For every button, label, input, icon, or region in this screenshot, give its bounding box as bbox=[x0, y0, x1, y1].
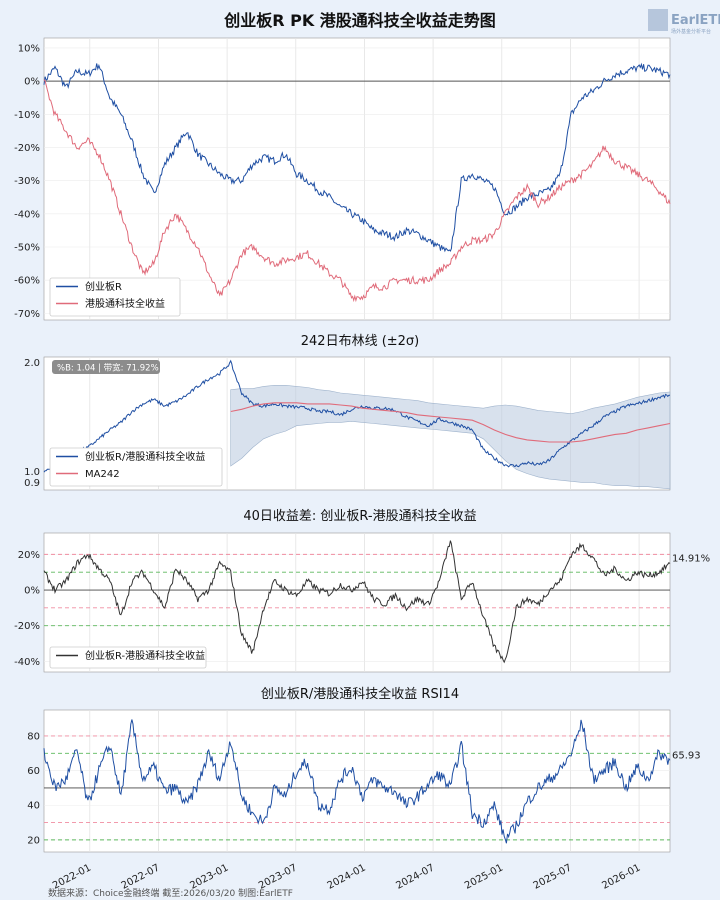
y-tick-label: 20 bbox=[27, 835, 40, 846]
panel3-title: 40日收益差: 创业板R-港股通科技全收益 bbox=[243, 508, 476, 524]
x-tick-label: 2025-07 bbox=[532, 862, 574, 891]
legend-box bbox=[49, 646, 207, 669]
x-tick-label: 2023-01 bbox=[188, 862, 230, 891]
y-tick-label: -10% bbox=[14, 110, 40, 121]
y-tick-label: -60% bbox=[14, 276, 40, 287]
legend-label: 创业板R bbox=[85, 280, 122, 293]
y-tick-label: -40% bbox=[14, 209, 40, 220]
main-title: 创业板R PK 港股通科技全收益走势图 bbox=[223, 11, 496, 30]
y-tick-label: 0.9 bbox=[24, 478, 40, 489]
y-tick-label: 0% bbox=[24, 77, 40, 88]
earletf-logo: EarlETF 场外基金分析平台 bbox=[648, 9, 720, 35]
panel4-title: 创业板R/港股通科技全收益 RSI14 bbox=[261, 686, 459, 702]
logo-brand: EarlETF bbox=[671, 13, 720, 28]
y-tick-label: 2.0 bbox=[24, 358, 40, 369]
last-value-label: 65.93 bbox=[672, 750, 701, 761]
y-tick-label: 0% bbox=[24, 586, 40, 597]
panel-rsi: 80 60 40 20 65.93 bbox=[27, 709, 701, 853]
x-tick-label: 2026-01 bbox=[600, 862, 642, 891]
series-line-blue bbox=[43, 719, 671, 844]
annotation-text: %B: 1.04 | 带宽: 71.92% bbox=[57, 363, 159, 374]
series-line-red bbox=[43, 79, 671, 303]
annotation-box bbox=[52, 360, 160, 374]
series-line-blue bbox=[43, 62, 671, 253]
source-note: 数据来源：Choice金融终端 截至:2026/03/20 制图:EarlETF bbox=[48, 887, 293, 899]
x-tick-label: 2024-01 bbox=[326, 862, 368, 891]
last-value-label: 14.91% bbox=[672, 553, 710, 564]
y-tick-label: -50% bbox=[14, 243, 40, 254]
x-tick-label: 2025-01 bbox=[463, 862, 505, 891]
y-tick-label: -20% bbox=[14, 621, 40, 632]
x-axis-ticks: 2022-01 2022-07 2023-01 2023-07 2024-01 2024-… bbox=[51, 862, 642, 891]
y-tick-label: 1.0 bbox=[24, 467, 40, 478]
panel2-title: 242日布林线 (±2σ) bbox=[301, 334, 420, 349]
y-tick-label: 40 bbox=[27, 801, 40, 812]
x-tick-label: 2024-07 bbox=[394, 862, 436, 891]
y-tick-label: -40% bbox=[14, 657, 40, 668]
x-tick-label: 2023-07 bbox=[257, 862, 299, 891]
series-line-ma242 bbox=[230, 402, 671, 443]
y-tick-label: 60 bbox=[27, 766, 40, 777]
series-line-black bbox=[43, 540, 671, 664]
legend-box bbox=[49, 447, 223, 487]
y-tick-label: -30% bbox=[14, 176, 40, 187]
y-tick-label: 10% bbox=[18, 43, 40, 54]
legend-box bbox=[49, 277, 181, 317]
panel-bollinger: 2.0 1.00.9 %B: 1.04 | 带宽: 71.92% 创业板R/港股通科技… bbox=[24, 356, 671, 491]
y-tick-label: -20% bbox=[14, 143, 40, 154]
legend-label: 创业板R-港股通科技全收益 bbox=[85, 649, 205, 662]
bollinger-band bbox=[230, 385, 671, 490]
panel-return-diff: 20% 0% -20% -40% 14.91% 创业板R-港股通科技全收益 bbox=[14, 532, 710, 673]
x-tick-label: 2022-07 bbox=[120, 862, 162, 891]
y-tick-label: -70% bbox=[14, 309, 40, 320]
legend-label: 创业板R/港股通科技全收益 bbox=[85, 450, 205, 463]
legend-label: 港股通科技全收益 bbox=[85, 297, 165, 310]
logo-sub: 场外基金分析平台 bbox=[671, 28, 711, 35]
x-tick-label: 2022-01 bbox=[51, 862, 93, 891]
panel-cumulative-return: 10% 0% -10% -20% -30% -40% -50% -60% -70% 创业板R 港股通… bbox=[14, 37, 671, 321]
legend-label: MA242 bbox=[85, 469, 120, 480]
y-tick-label: 20% bbox=[18, 550, 40, 561]
y-tick-label: 80 bbox=[27, 731, 40, 742]
plot-area bbox=[43, 37, 671, 321]
